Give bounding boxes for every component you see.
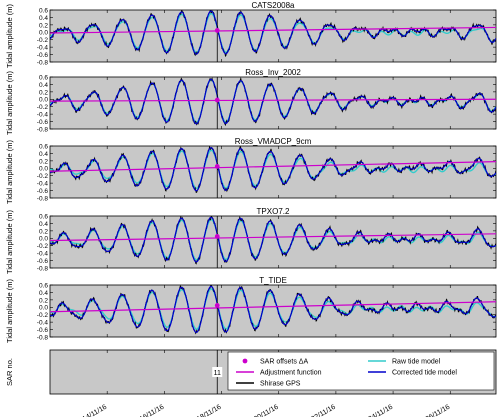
legend-label: Shirase GPS [260,381,301,388]
y-tick-label: -0.6 [37,188,49,195]
sar-offset-marker [214,28,220,33]
y-tick-label: 0.2 [39,158,48,165]
legend-box [227,351,495,391]
x-tick-label: 26/11/16 [425,404,452,417]
x-tick-label: 22/11/16 [310,404,337,417]
y-axis-label: Tidal amplitude (m) [5,210,14,274]
series-group [50,285,496,337]
sar-offset-marker [214,97,220,103]
y-tick-label: 0.2 [39,228,48,235]
y-tick-label: -0.2 [37,312,49,319]
x-tick-label: 20/11/16 [253,404,280,417]
y-tick-label: 0.4 [39,151,48,158]
series-group [50,77,496,129]
series-group [50,146,496,198]
legend: SAR offsets ΔA Raw tide model Adjustment f… [227,351,495,391]
y-tick-label: -0.4 [37,320,49,327]
panel-title: CATS2008a [252,1,296,10]
panel-2: Ross_Inv_2002 0.60.40.20.0-0.2-0.4-0.6-0.… [5,68,497,135]
y-tick-label: 0.6 [39,143,48,150]
legend-label: Raw tide model [392,359,441,366]
y-tick-label: -0.8 [37,265,49,272]
y-tick-label: -0.2 [37,173,49,180]
panel-1: CATS2008a 0.60.40.20.0-0.2-0.4-0.6-0.8 Tid… [5,1,497,68]
panel-5: T_TIDE 0.60.40.20.0-0.2-0.4-0.6-0.8 Tidal … [5,276,497,343]
y-tick-label: -0.2 [37,243,49,250]
sar-offset-marker [214,303,220,308]
y-tick-label: -0.6 [37,327,49,334]
panel-title: TPXO7.2 [257,207,290,216]
y-tick-label: -0.8 [37,195,49,202]
y-tick-label: 0.0 [39,305,48,312]
series-group [50,10,496,62]
y-tick-label: 0.2 [39,89,48,96]
y-tick-label: 0.6 [39,213,48,220]
y-tick-label: -0.4 [37,112,49,119]
y-axis-label: Tidal amplitude (m) [5,71,14,135]
legend-label: SAR offsets ΔA [260,359,308,366]
series-adjustment-function [50,26,496,34]
y-tick-label: 0.4 [39,221,48,228]
y-tick-label: -0.4 [37,251,49,258]
x-tick-label: 24/11/16 [367,404,394,417]
legend-label: Adjustment function [260,370,322,377]
y-tick-label: 0.6 [39,74,48,81]
series-corrected-tide-model [50,78,496,125]
sar-offset-marker [214,234,220,239]
y-tick-label: 0.4 [39,290,48,297]
y-tick-label: 0.0 [39,166,48,173]
y-tick-label: 0.0 [39,97,48,104]
y-tick-label: -0.2 [37,104,49,111]
y-axis-label: Tidal amplitude (m) [5,140,14,204]
x-tick-label: 14/11/16 [82,404,109,417]
y-tick-label: -0.8 [37,334,49,341]
x-tick-label: 18/11/16 [196,404,223,417]
legend-marker-sar [242,358,248,364]
series-adjustment-function [50,161,496,172]
panel-title: Ross_VMADCP_9cm [235,137,312,146]
series-adjustment-function [50,301,496,313]
y-tick-label: -0.6 [37,258,49,265]
y-tick-label: 0.0 [39,236,48,243]
y-tick-label: -0.4 [37,181,49,188]
series-raw-tide-model [50,288,496,330]
sar-offset-marker [214,164,220,169]
series-corrected-tide-model [50,216,496,263]
sar-number-label: 11 [214,370,221,377]
panel-4: TPXO7.2 0.60.40.20.0-0.2-0.4-0.6-0.8 Tidal… [5,207,497,274]
series-group [50,216,496,268]
y-tick-label: 0.6 [39,7,48,14]
y-axis-label: Tidal amplitude (m) [5,279,14,343]
y-tick-label: 0.2 [39,22,48,29]
series-adjustment-function [50,233,496,242]
sar-y-axis-label: SAR no. [5,358,14,386]
x-tick-label: 16/11/16 [139,404,166,417]
y-tick-label: -0.8 [37,126,49,133]
y-tick-label: -0.8 [37,59,49,66]
y-axis-label: Tidal amplitude (m) [5,4,14,68]
panel-title: T_TIDE [259,276,287,285]
series-corrected-tide-model [50,285,496,334]
panel-title: Ross_Inv_2002 [245,68,301,77]
series-adjustment-function [50,98,496,102]
y-tick-label: -0.6 [37,119,49,126]
y-tick-label: 0.2 [39,297,48,304]
y-tick-label: -0.6 [37,52,49,59]
sar-label-box [212,367,223,377]
legend-label: Corrected tide model [392,370,457,377]
y-tick-label: 0.4 [39,15,48,22]
y-tick-label: 0.0 [39,30,48,37]
panel-3: Ross_VMADCP_9cm 0.60.40.20.0-0.2-0.4-0.6-… [5,137,497,204]
y-tick-label: 0.6 [39,282,48,289]
series-corrected-tide-model [50,10,496,55]
y-tick-label: -0.2 [37,37,49,44]
y-tick-label: -0.4 [37,45,49,52]
y-tick-label: 0.4 [39,82,48,89]
